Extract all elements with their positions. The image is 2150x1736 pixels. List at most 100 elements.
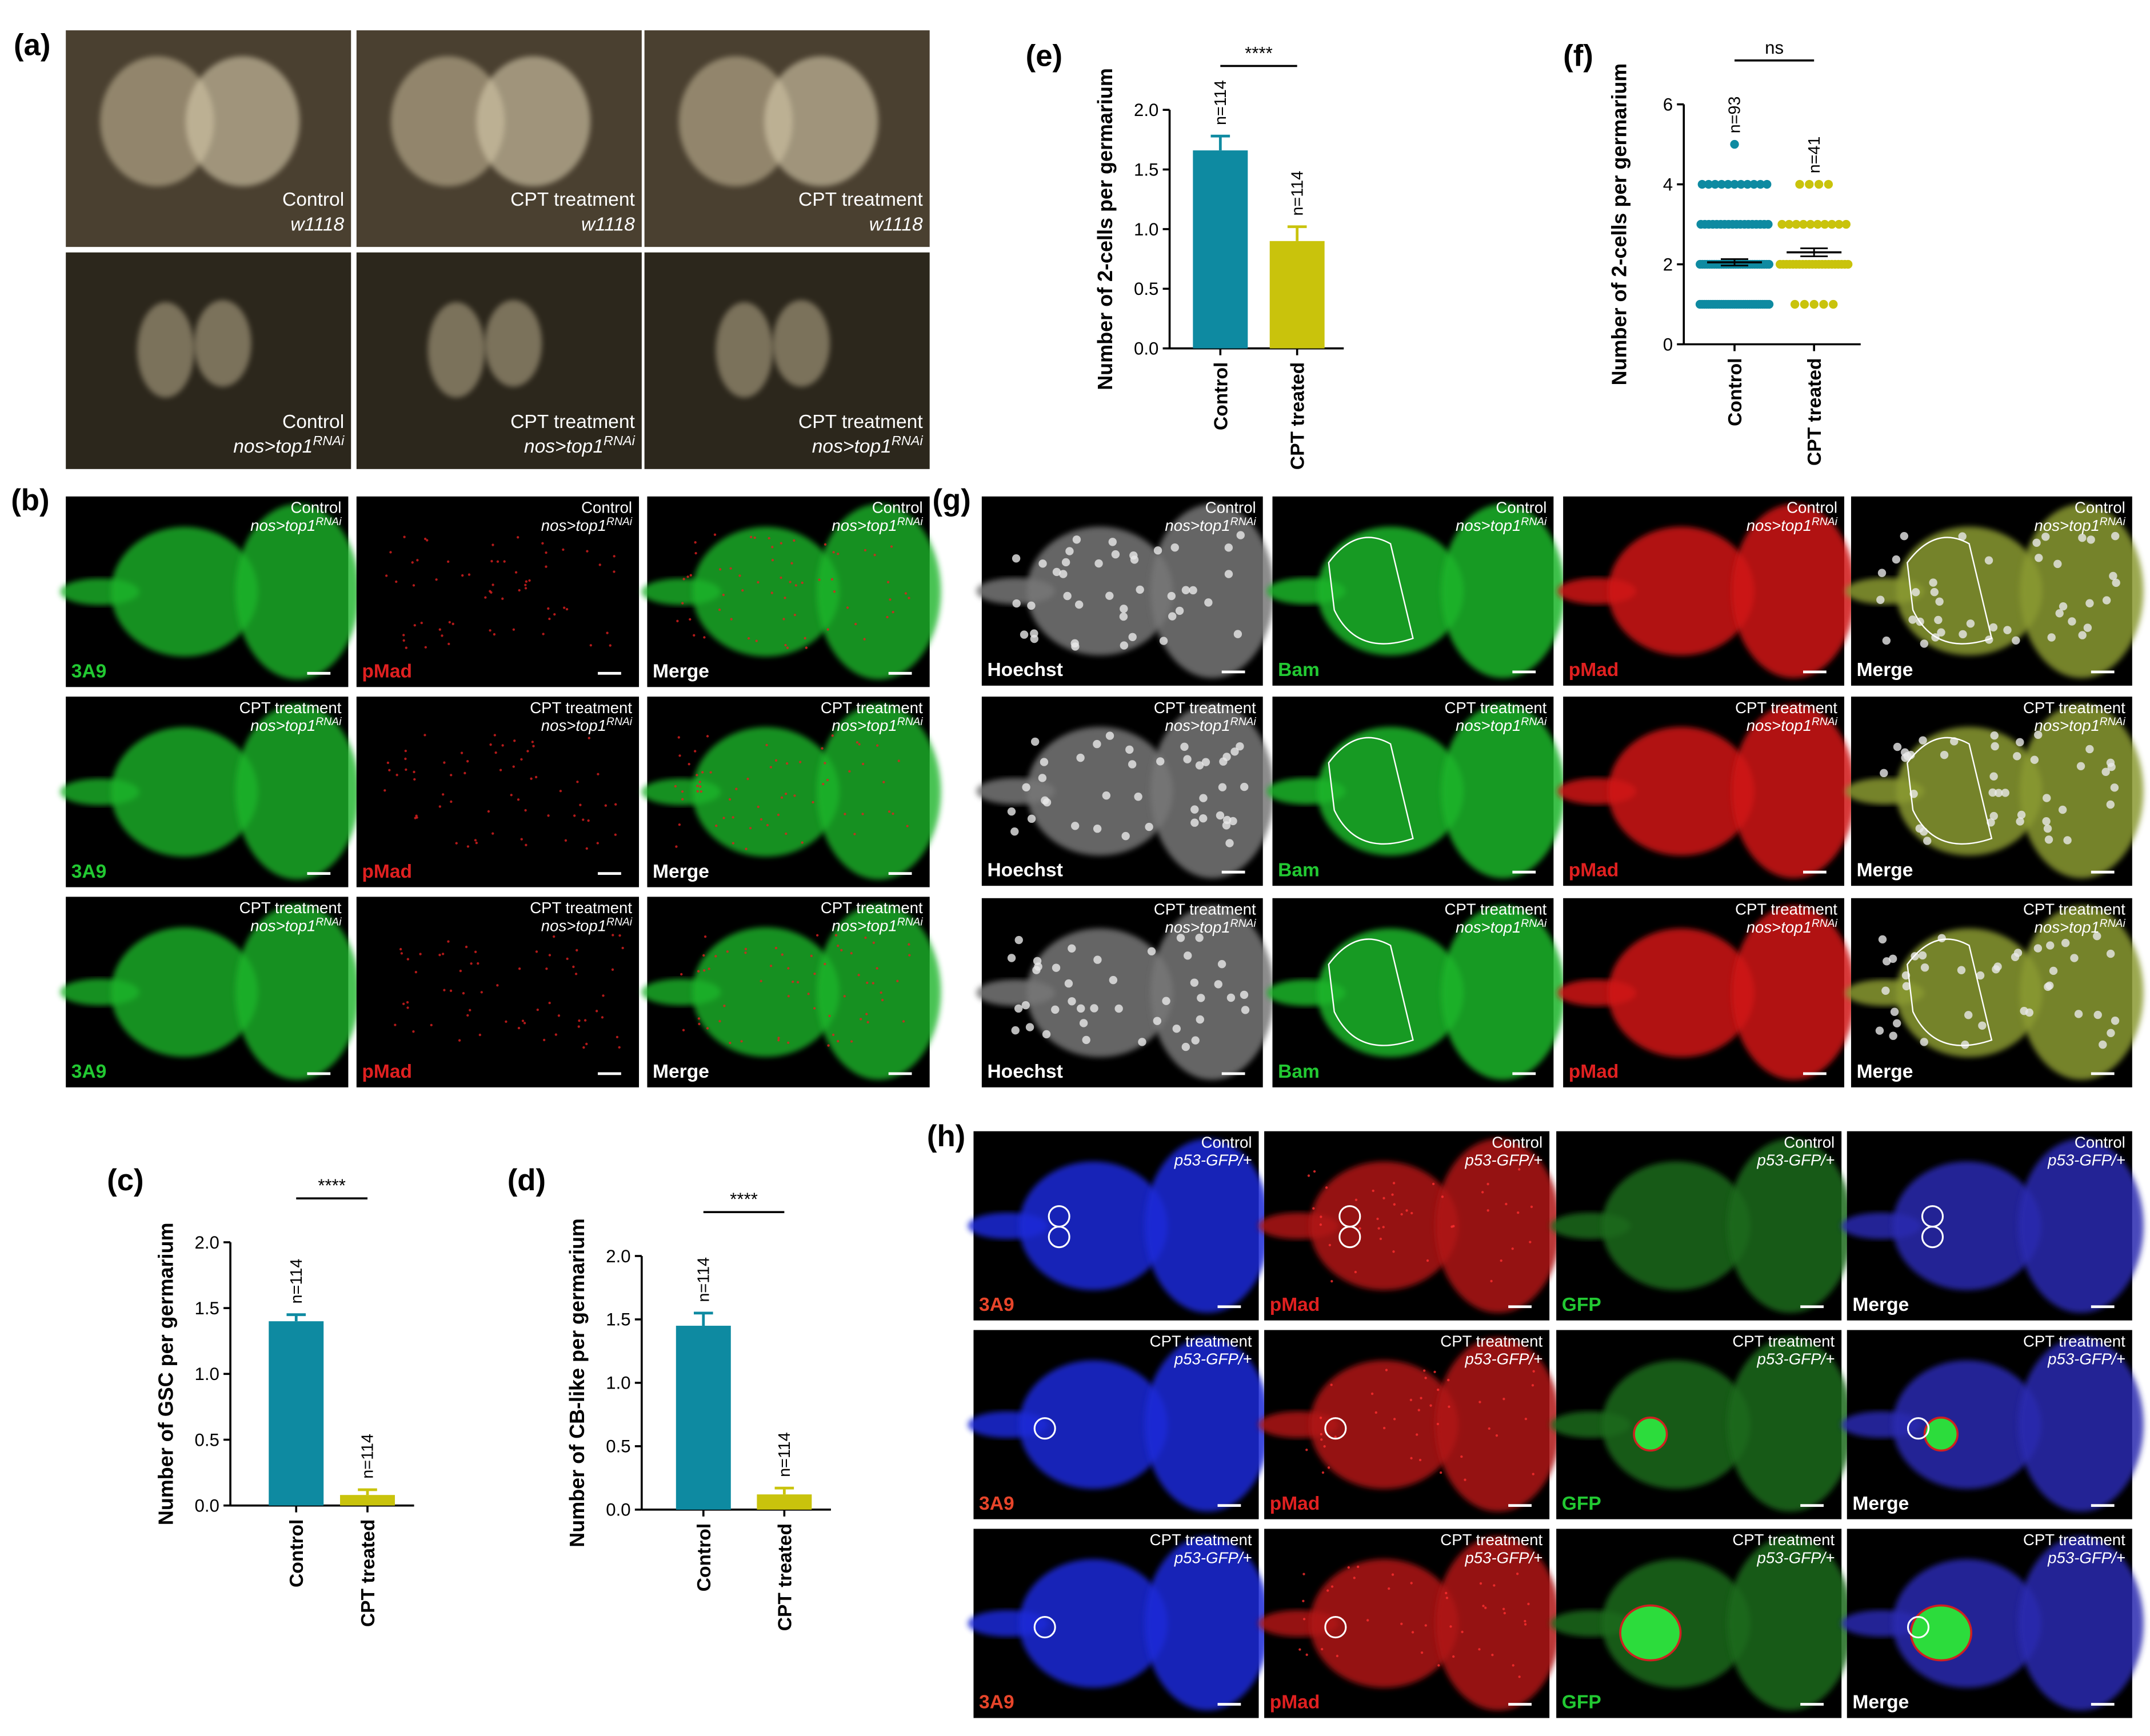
micrograph xyxy=(1266,898,1565,1087)
signal-dot xyxy=(491,543,494,546)
signal-dot xyxy=(1918,951,1927,960)
genotype-superscript: RNAi xyxy=(2100,917,2126,929)
signal-dot xyxy=(2076,762,2085,770)
signal-dot xyxy=(709,771,712,774)
signal-dot xyxy=(824,543,827,546)
signal-dot xyxy=(1382,1226,1385,1229)
signal-dot xyxy=(1027,601,1036,610)
cell-outline xyxy=(1324,1417,1347,1440)
tissue xyxy=(1608,526,1755,655)
signal-dot xyxy=(1240,990,1249,999)
channel-label: pMad xyxy=(1569,859,1619,881)
signal-dot xyxy=(1108,538,1117,546)
signal-dot xyxy=(557,1014,561,1017)
signal-dot xyxy=(757,581,760,584)
signal-dot xyxy=(836,944,840,947)
signal-dot xyxy=(463,771,466,775)
signal-dot xyxy=(535,950,538,953)
channel-label: pMad xyxy=(362,861,412,882)
signal-dot xyxy=(2045,981,2054,990)
signal-dot xyxy=(1105,591,1114,600)
tissue xyxy=(1732,504,1856,678)
signal-dot xyxy=(2016,817,2024,826)
tissue xyxy=(2018,1536,2144,1711)
signal-dot xyxy=(1460,1455,1463,1458)
signal-dot xyxy=(1105,731,1114,740)
signal-dot xyxy=(517,1026,521,1030)
signal-dot xyxy=(475,841,478,845)
channel-label: Hoechst xyxy=(987,1061,1062,1082)
signal-dot xyxy=(892,610,894,614)
genotype-superscript: RNAi xyxy=(315,515,342,527)
signal-dot xyxy=(2101,767,2110,776)
condition-label: CPT treatment xyxy=(1445,901,1547,918)
n-label: n=114 xyxy=(1288,171,1306,216)
micrograph xyxy=(60,897,360,1087)
signal-dot xyxy=(1230,747,1239,756)
signal-dot xyxy=(1111,550,1120,559)
signal-dot xyxy=(1027,814,1036,823)
signal-dot xyxy=(1937,628,1945,637)
signal-dot xyxy=(1312,1207,1315,1210)
signal-dot xyxy=(2106,800,2115,809)
error-bar xyxy=(694,1311,713,1326)
tissue xyxy=(816,704,941,880)
cell-outline xyxy=(1033,1417,1056,1440)
signal-dot xyxy=(2085,599,2094,607)
signal-dot xyxy=(860,1018,862,1021)
data-point xyxy=(1756,179,1765,189)
signal-dot xyxy=(1358,1227,1361,1230)
signal-dot xyxy=(1128,633,1137,641)
signal-dot xyxy=(1241,1006,1250,1014)
data-point xyxy=(1800,299,1809,309)
signal-dot xyxy=(1042,798,1052,807)
signal-dot xyxy=(866,1021,869,1023)
micrograph xyxy=(641,897,941,1087)
signal-dot xyxy=(1224,543,1233,552)
signal-dot xyxy=(1410,1582,1413,1585)
signal-dot xyxy=(722,593,725,597)
signal-dot xyxy=(1374,1411,1377,1414)
signal-dot xyxy=(423,734,426,737)
signal-dot xyxy=(1068,997,1076,1006)
signal-dot xyxy=(466,1014,469,1017)
signal-dot xyxy=(451,622,454,625)
signal-dot xyxy=(1400,1213,1403,1216)
condition-label: Control xyxy=(1787,499,1837,517)
tissue xyxy=(1019,1559,1168,1688)
micrograph xyxy=(1550,1131,1853,1321)
data-point xyxy=(1805,179,1814,189)
panel-label: (g) xyxy=(932,483,970,517)
signal-dot xyxy=(697,970,700,973)
cell-outline xyxy=(1907,1616,1930,1639)
signal-dot xyxy=(1966,619,1975,628)
panel-label: (h) xyxy=(927,1119,965,1153)
n-label: n=93 xyxy=(1726,97,1744,134)
signal-dot xyxy=(1447,1378,1450,1382)
tissue xyxy=(1150,504,1274,678)
signal-dot xyxy=(2109,571,2117,581)
signal-dot xyxy=(1448,1405,1450,1408)
signal-dot xyxy=(1353,1577,1356,1579)
signal-dot xyxy=(876,967,878,970)
signal-dot xyxy=(1052,567,1061,577)
signal-dot xyxy=(545,551,548,554)
signal-dot xyxy=(1321,1471,1325,1474)
tissue xyxy=(1317,727,1464,856)
signal-dot xyxy=(612,934,614,937)
ovary xyxy=(427,302,485,398)
signal-dot xyxy=(443,761,446,764)
signal-dot xyxy=(1172,1025,1181,1033)
genotype: nos>top1 xyxy=(832,917,897,934)
signal-dot xyxy=(769,766,773,769)
signal-dot xyxy=(406,1006,409,1009)
signal-dot xyxy=(1052,963,1061,972)
signal-dot xyxy=(2012,636,2020,645)
signal-dot xyxy=(1978,1021,1987,1030)
tissue xyxy=(1144,1138,1270,1313)
channel-label: GFP xyxy=(1562,1493,1601,1514)
signal-dot xyxy=(1417,1409,1420,1411)
signal-dot xyxy=(861,762,865,766)
signal-dot xyxy=(614,803,617,806)
signal-dot xyxy=(491,583,494,586)
